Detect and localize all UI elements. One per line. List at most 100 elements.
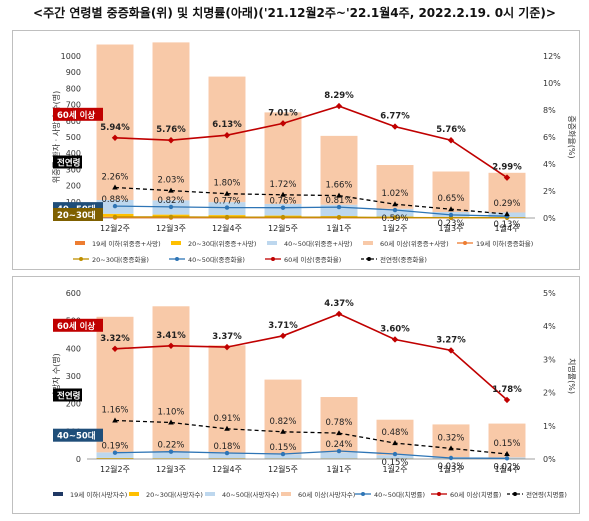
point-age60 — [223, 343, 231, 351]
data-label-age60: 1.78% — [492, 385, 522, 395]
line-age20-30 — [115, 216, 508, 219]
y2-tick-label: 12% — [543, 52, 561, 61]
point-age40-50 — [392, 451, 398, 457]
point-age60 — [167, 137, 175, 144]
point-age60 — [279, 120, 287, 127]
tag-overall-box — [53, 155, 82, 169]
point-age40-50 — [504, 456, 510, 461]
line-overall — [114, 419, 508, 455]
line-age60 — [114, 313, 508, 401]
tag-age40-50: 40~50대 — [57, 431, 96, 442]
legend-label: 19세 이하(중증화율) — [476, 239, 533, 248]
data-label-age60: 4.37% — [324, 299, 354, 309]
point-overall — [336, 430, 342, 436]
point-age60 — [447, 137, 455, 144]
y-tick-label: 0 — [76, 455, 81, 464]
legend-label: 20~30대(사망자수) — [146, 490, 203, 499]
data-label-age40-50: 0.88% — [101, 195, 128, 205]
legend-label: 전연령(치명률) — [526, 490, 567, 499]
point-age60 — [111, 345, 119, 352]
severity-rate-chart-panel: 010020030040050060070080090010000%2%4%6%… — [12, 30, 580, 270]
x-tick-label: 1월4주 — [495, 223, 520, 233]
legend-label: 40~50대(사망자수) — [222, 490, 279, 499]
data-label-overall: 1.16% — [101, 405, 128, 415]
point-overall — [224, 425, 230, 431]
legend-label: 40~50대(위중증+사망) — [284, 239, 352, 248]
bar-age60 — [264, 379, 302, 455]
legend-label: 60세 이상(치명률) — [450, 490, 501, 499]
data-label-age40-50: 0.77% — [213, 197, 240, 207]
y2-tick-label: 8% — [543, 106, 556, 115]
point-age60 — [447, 347, 455, 354]
point-overall — [280, 428, 286, 434]
legend-swatch — [205, 492, 215, 496]
bar-age40-50 — [376, 455, 414, 459]
legend-swatch — [171, 241, 181, 245]
legend-swatch — [75, 241, 85, 245]
data-label-overall: 2.03% — [157, 176, 184, 186]
data-label-age60: 3.41% — [156, 331, 186, 341]
x-tick-label: 12월4주 — [212, 464, 242, 474]
bar-age40-50 — [376, 208, 414, 217]
point-overall — [392, 201, 398, 207]
bar-age60 — [152, 306, 190, 452]
point-overall — [392, 440, 398, 446]
data-label-overall: 2.26% — [101, 172, 128, 182]
legend-label: 19세 이하(사망자수) — [70, 490, 127, 499]
point-age40-50 — [168, 204, 174, 210]
legend-marker — [361, 492, 365, 496]
y-tick-label: 800 — [66, 84, 81, 93]
data-label-age40-50: 0.82% — [157, 196, 184, 206]
point-age60 — [223, 132, 231, 139]
tag-age20-30: 20~30대 — [57, 210, 96, 221]
legend-marker — [271, 257, 275, 261]
data-label-age60: 3.71% — [268, 321, 298, 331]
data-label-age40-50: 0.15% — [269, 443, 296, 453]
data-label-age60: 3.32% — [100, 334, 130, 344]
data-label-age40-50: 0.02% — [493, 462, 520, 472]
point-overall — [280, 191, 286, 197]
point-age40-50 — [280, 451, 286, 457]
data-label-overall: 0.65% — [437, 194, 464, 204]
point-age20-30 — [336, 214, 342, 220]
bar-age60 — [208, 345, 246, 454]
x-tick-label: 12월5주 — [268, 464, 298, 474]
point-age40-50 — [112, 450, 118, 455]
line-age60 — [114, 105, 508, 179]
fatality-rate-chart-panel: 01002003004005006000%1%2%3%4%5%사망자 수(명)치… — [12, 276, 580, 514]
data-label-overall: 1.80% — [213, 179, 240, 189]
x-tick-label: 12월4주 — [212, 223, 242, 233]
data-label-overall: 0.15% — [493, 439, 520, 449]
bar-age20-30 — [96, 457, 134, 459]
bar-age40-50 — [320, 204, 358, 217]
x-tick-label: 1월3주 — [439, 464, 464, 474]
point-age40-50 — [336, 448, 342, 454]
data-label-overall: 0.78% — [325, 418, 352, 428]
data-label-overall: 0.82% — [269, 417, 296, 427]
point-age20-30 — [224, 214, 230, 220]
legend-label: 60세 이상(위중증+사망) — [380, 239, 449, 248]
line-age40-50 — [114, 205, 508, 217]
bar-age60 — [320, 397, 358, 453]
y2-tick-label: 2% — [543, 389, 556, 398]
y2-tick-label: 10% — [543, 79, 561, 88]
point-overall — [112, 417, 118, 423]
data-label-age40-50: 0.18% — [213, 442, 240, 452]
point-age20-30 — [280, 214, 286, 220]
point-age60 — [335, 102, 343, 110]
y2-tick-label: 0% — [543, 214, 556, 223]
x-tick-label: 12월2주 — [100, 223, 130, 233]
point-overall — [112, 184, 118, 190]
line-overall — [114, 186, 508, 215]
data-label-age60: 5.94% — [100, 123, 130, 133]
data-label-age60: 3.60% — [380, 324, 410, 334]
y2-tick-label: 4% — [543, 160, 556, 169]
tag-age60: 60세 이상 — [57, 110, 95, 121]
data-label-age40-50: 0.15% — [381, 458, 408, 468]
x-tick-label: 12월2주 — [100, 464, 130, 474]
tag-age60: 60세 이상 — [57, 321, 95, 332]
page-title: <주간 연령별 중증화율(위) 및 치명률(아래)('21.12월2주~'22.… — [33, 6, 556, 20]
point-age40-50 — [448, 455, 454, 461]
data-label-age40-50: 0.76% — [269, 197, 296, 207]
tag-overall: 전연령 — [57, 157, 80, 168]
